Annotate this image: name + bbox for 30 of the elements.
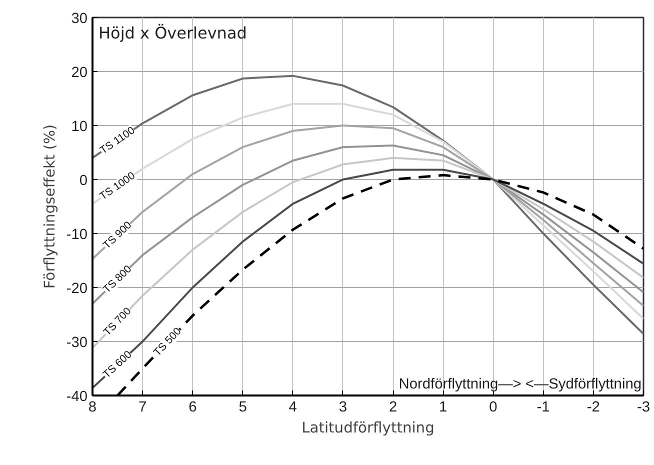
x-tick-label: 6 [188, 400, 197, 416]
y-tick-label: -20 [66, 281, 88, 297]
y-axis-title: Förflyttningseffekt (%) [41, 124, 58, 289]
text: TS 1100 [98, 124, 138, 157]
y-tick-label: 10 [71, 119, 88, 135]
y-tick-label: -10 [66, 227, 88, 243]
x-tick-label: -1 [536, 400, 550, 416]
text: TS 900 [100, 219, 134, 252]
x-tick-label: 4 [288, 400, 297, 416]
y-tick-label: 20 [71, 65, 88, 81]
x-tick-label: 8 [88, 400, 97, 416]
x-tick-label: 3 [338, 400, 348, 416]
y-tick-label: -30 [66, 335, 88, 351]
chart-title: Höjd x Överlevnad [98, 24, 247, 42]
text: TS 500 [151, 325, 184, 359]
x-tick-label: 7 [138, 400, 147, 416]
x-tick-label: -3 [636, 400, 650, 416]
text: TS 600 [100, 348, 134, 381]
x-tick-label: 2 [388, 400, 398, 416]
x-tick-label: 5 [238, 400, 247, 416]
y-tick-label: 0 [79, 173, 88, 189]
x-tick-label: -2 [586, 400, 600, 416]
x-axis-title: Latitudförflyttning [302, 420, 434, 436]
y-tick-label: -40 [66, 389, 88, 405]
x-tick-label: 0 [489, 400, 498, 416]
text: TS 700 [101, 305, 134, 338]
x-tick-label: 1 [439, 400, 448, 416]
y-tick-label: 30 [71, 11, 88, 27]
annotation: Nordförflyttning—> <—Sydförflyttning [398, 376, 642, 392]
text: TS 800 [101, 263, 134, 296]
